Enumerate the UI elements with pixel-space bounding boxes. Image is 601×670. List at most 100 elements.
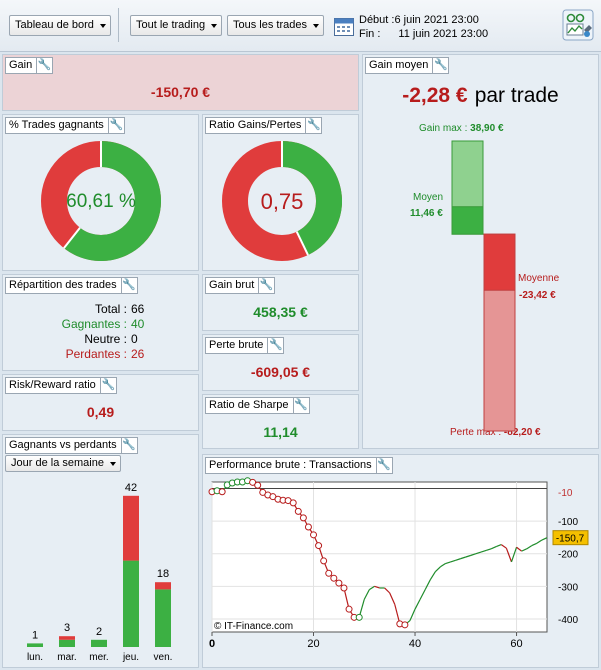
sharpe-tab: Ratio de Sharpe 🔧 [205, 397, 310, 414]
ratio-win-arc [281, 141, 342, 256]
toolbar-divider [118, 8, 119, 42]
bar-losers [123, 495, 139, 561]
ratio-donut [222, 141, 342, 261]
gain-moyen-headline: -2,28 € par trade [363, 84, 598, 108]
wrench-icon[interactable]: 🔧 [99, 377, 116, 394]
performance-line-segment [363, 589, 370, 600]
wrench-icon[interactable]: 🔧 [107, 117, 124, 134]
performance-point [401, 621, 409, 629]
current-value-badge [552, 530, 589, 546]
wrench-icon[interactable]: 🔧 [292, 397, 309, 414]
performance-point [325, 569, 333, 577]
perte-brute-tab-label: Perte brute [209, 339, 264, 351]
bar-category-label: ven. [154, 652, 173, 663]
performance-line-segment [500, 544, 507, 549]
risk-reward-panel: Risk/Reward ratio 🔧 0,49 [2, 374, 199, 431]
repartition-tab: Répartition des trades 🔧 [5, 277, 138, 294]
trades-gagnants-win-arc [63, 141, 161, 261]
performance-point [310, 531, 318, 539]
repartition-panel: Répartition des trades 🔧 Total : 66 Gagnan… [2, 274, 199, 371]
repartition-row-label: Total : [94, 302, 127, 316]
wrench-icon[interactable]: 🔧 [120, 437, 137, 454]
performance-point [320, 557, 328, 565]
perte-brute-panel: Perte brute 🔧 -609,05 € [202, 334, 359, 391]
bar-losers [155, 582, 171, 590]
bar-category-label: jeu. [122, 652, 139, 663]
risk-reward-tab: Risk/Reward ratio 🔧 [5, 377, 117, 394]
repartition-row-value: 0 [131, 332, 138, 346]
performance-line-segment [526, 545, 533, 550]
bar-winners [27, 643, 43, 647]
perte-brute-value: -609,05 € [250, 364, 311, 380]
gain-value: -150,70 € [150, 84, 211, 100]
perte-max-value: -82,20 € [503, 427, 541, 438]
performance-line-segment [475, 551, 482, 555]
performance-line-segment [424, 579, 431, 590]
performance-tab: Performance brute : Transactions 🔧 [205, 457, 393, 474]
chevron-down-icon [109, 462, 116, 466]
performance-point [330, 574, 338, 582]
trades-gagnants-separator [63, 227, 81, 249]
y-tick-label: -400 [558, 615, 578, 626]
wrench-icon[interactable]: 🔧 [120, 277, 137, 294]
performance-point [294, 507, 302, 515]
perte-moyenne-bar [483, 233, 516, 291]
gagnants-vs-perdants-panel: Gagnants vs perdants 🔧 Jour de la semain… [2, 434, 199, 668]
view-select-value: Tableau de bord [15, 19, 94, 31]
performance-point [345, 605, 353, 613]
performance-point [218, 488, 226, 496]
calendar-icon[interactable] [333, 15, 355, 37]
performance-line-segment [496, 544, 502, 548]
sharpe-tab-label: Ratio de Sharpe [209, 399, 289, 411]
performance-tab-label: Performance brute : Transactions [209, 459, 372, 471]
gain-moyen-value: -2,28 € [402, 84, 468, 107]
x-tick-label: 0 [209, 638, 215, 650]
toolbar: Tableau de bord Tout le trading Tous les… [0, 0, 601, 52]
ratio-separator [295, 231, 309, 256]
trades-select[interactable]: Tous les trades [227, 15, 324, 36]
performance-line-segment [455, 558, 461, 561]
view-select[interactable]: Tableau de bord [9, 15, 111, 36]
wrench-icon[interactable]: 🔧 [36, 57, 52, 74]
repartition-row-label: Perdantes : [65, 347, 127, 361]
trades-select-value: Tous les trades [233, 19, 307, 31]
repartition-row-value: 26 [131, 347, 145, 361]
bar-total-label: 42 [125, 482, 137, 494]
performance-line-segment [516, 546, 522, 552]
wrench-icon[interactable]: 🔧 [267, 337, 283, 354]
wrench-icon[interactable]: 🔧 [432, 57, 448, 74]
performance-line-segment [541, 537, 548, 541]
performance-line-segment [536, 539, 543, 544]
performance-line-segment [384, 587, 391, 594]
current-value-label: -150,7 [556, 534, 585, 545]
wrench-icon[interactable]: 🔧 [305, 117, 321, 134]
trading-select-value: Tout le trading [136, 19, 206, 31]
period-breakdown-select[interactable]: Jour de la semaine [5, 455, 121, 472]
x-tick-label: 40 [409, 638, 421, 650]
gagnants-vs-perdants-tab: Gagnants vs perdants 🔧 [5, 437, 138, 454]
ratio-tab: Ratio Gains/Pertes 🔧 [205, 117, 323, 134]
bar-winners [123, 560, 139, 647]
repartition-row-label: Gagnantes : [61, 317, 127, 331]
gagnants-vs-perdants-tab-label: Gagnants vs perdants [9, 439, 117, 451]
gain-max-value: 38,90 € [470, 123, 504, 134]
performance-line-segment [389, 592, 396, 605]
start-label: Début : [359, 14, 395, 26]
wrench-icon[interactable]: 🔧 [375, 457, 392, 474]
dashboard-settings-icon[interactable] [562, 9, 594, 41]
bar-category-label: mar. [57, 652, 76, 663]
repartition-row-value: 40 [131, 317, 145, 331]
bar-category-label: mer. [89, 652, 108, 663]
period-start: Début :6 juin 2021 23:00 [359, 13, 479, 27]
trading-select[interactable]: Tout le trading [130, 15, 223, 36]
performance-line-segment [490, 546, 497, 550]
trades-gagnants-donut [41, 141, 161, 261]
performance-point [254, 481, 262, 489]
gain-panel: Gain 🔧 -150,70 € [2, 54, 359, 111]
y-tick-label: -300 [558, 582, 578, 593]
gain-max-label: Gain max : [419, 123, 468, 134]
bar-total-label: 18 [157, 568, 169, 580]
gain-brut-tab-label: Gain brut [209, 279, 255, 291]
wrench-icon[interactable]: 🔧 [258, 277, 274, 294]
performance-line-segment [445, 561, 451, 565]
